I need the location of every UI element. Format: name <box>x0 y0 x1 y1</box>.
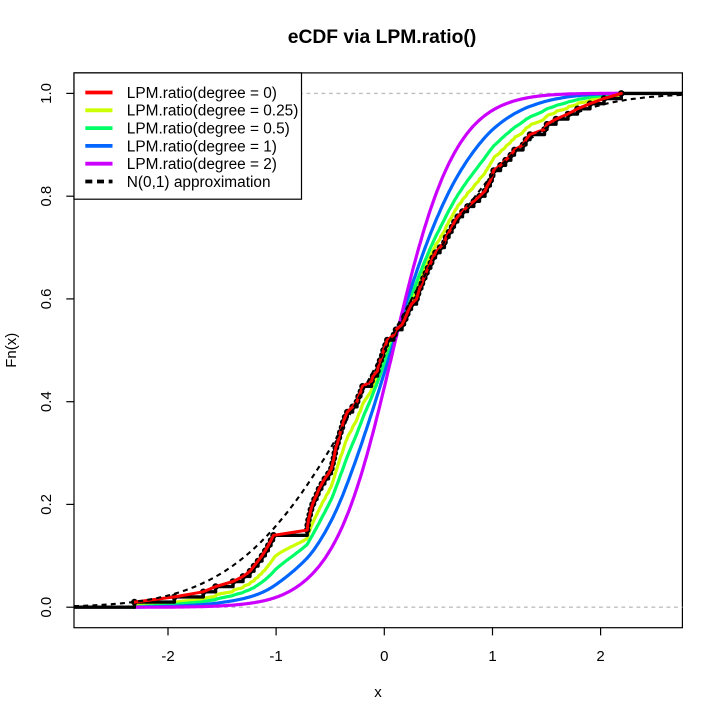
svg-text:2: 2 <box>596 648 604 665</box>
svg-text:LPM.ratio(degree = 0.25): LPM.ratio(degree = 0.25) <box>127 103 299 120</box>
svg-text:x: x <box>374 684 382 701</box>
svg-text:0.4: 0.4 <box>38 391 55 412</box>
svg-text:0.8: 0.8 <box>38 186 55 207</box>
svg-text:LPM.ratio(degree = 1): LPM.ratio(degree = 1) <box>127 138 277 155</box>
svg-text:1.0: 1.0 <box>38 83 55 104</box>
svg-text:0: 0 <box>380 648 388 665</box>
svg-text:0.0: 0.0 <box>38 597 55 618</box>
svg-text:eCDF via LPM.ratio(): eCDF via LPM.ratio() <box>288 27 477 48</box>
svg-text:N(0,1) approximation: N(0,1) approximation <box>127 174 271 191</box>
svg-text:-1: -1 <box>269 648 282 665</box>
svg-text:0.6: 0.6 <box>38 288 55 309</box>
svg-text:LPM.ratio(degree = 0.5): LPM.ratio(degree = 0.5) <box>127 121 290 138</box>
svg-text:-2: -2 <box>161 648 174 665</box>
svg-text:LPM.ratio(degree = 2): LPM.ratio(degree = 2) <box>127 156 277 173</box>
svg-text:Fn(x): Fn(x) <box>3 333 20 368</box>
svg-text:0.2: 0.2 <box>38 494 55 515</box>
svg-text:LPM.ratio(degree = 0): LPM.ratio(degree = 0) <box>127 85 277 102</box>
svg-text:1: 1 <box>488 648 496 665</box>
